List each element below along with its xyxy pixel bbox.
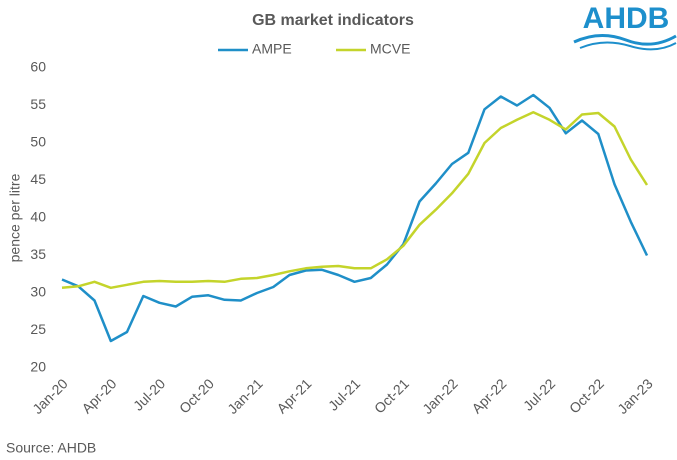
y-tick-label: 45 [30, 171, 46, 187]
y-axis-label: pence per litre [7, 173, 23, 262]
x-tick-label: Jul-20 [130, 375, 168, 413]
x-tick-label: Jan-23 [614, 375, 656, 417]
legend-label: MCVE [370, 41, 410, 57]
series-line [61, 111, 649, 290]
y-tick-label: 60 [30, 59, 46, 75]
x-tick-label: Oct-22 [566, 375, 607, 416]
y-tick-label: 30 [30, 284, 46, 300]
y-tick-label: 35 [30, 246, 46, 262]
x-tick-label: Jul-21 [325, 375, 363, 413]
x-tick-label: Oct-20 [176, 375, 217, 416]
y-tick-label: 50 [30, 134, 46, 150]
chart-title: GB market indicators [252, 12, 414, 29]
x-tick-label: Apr-20 [78, 375, 119, 416]
x-tick-label: Jul-22 [520, 375, 558, 413]
logo-wave [573, 34, 677, 46]
x-tick-label: Oct-21 [371, 375, 412, 416]
y-tick-label: 40 [30, 209, 46, 225]
legend-label: AMPE [252, 41, 292, 57]
logo: AHDB [573, 2, 677, 51]
series-line [61, 93, 649, 343]
logo-wave [579, 41, 677, 51]
y-tick-label: 25 [30, 321, 46, 337]
y-tick-label: 55 [30, 96, 46, 112]
logo-text: AHDB [583, 2, 670, 35]
x-tick-label: Apr-22 [468, 375, 509, 416]
x-tick-label: Jan-20 [29, 375, 71, 417]
source: Source: AHDB [6, 440, 96, 456]
y-tick-label: 20 [30, 359, 46, 375]
x-tick-label: Apr-21 [273, 375, 314, 416]
x-tick-label: Jan-22 [419, 375, 461, 417]
x-tick-label: Jan-21 [224, 375, 266, 417]
